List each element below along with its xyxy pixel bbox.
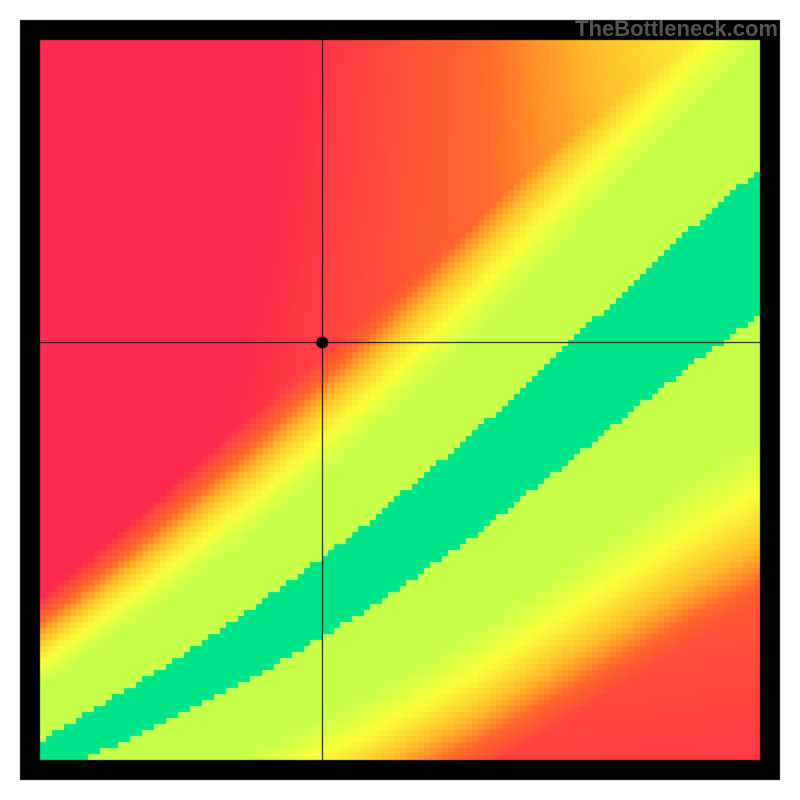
bottleneck-heatmap	[0, 0, 800, 800]
